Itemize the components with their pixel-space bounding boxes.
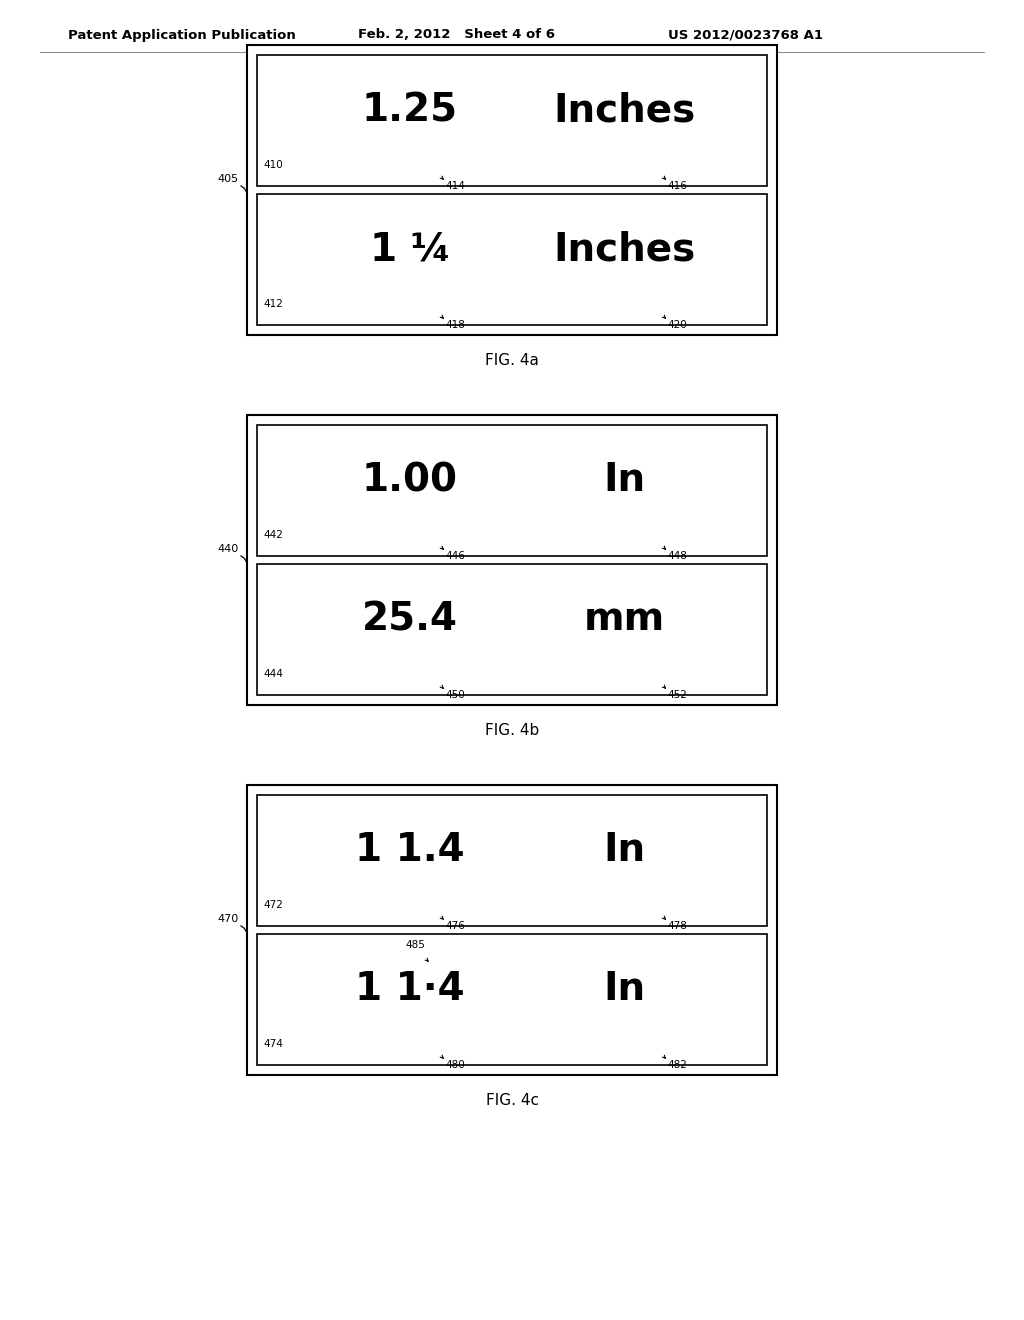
Text: Patent Application Publication: Patent Application Publication — [68, 29, 296, 41]
Bar — [247, 45, 777, 335]
Text: Inches: Inches — [553, 230, 695, 268]
Text: 440: 440 — [218, 544, 239, 554]
Text: 25.4: 25.4 — [362, 601, 458, 638]
Text: 450: 450 — [445, 690, 465, 700]
Text: 452: 452 — [668, 690, 687, 700]
Text: 416: 416 — [668, 181, 687, 191]
Text: 442: 442 — [263, 531, 283, 540]
Text: 482: 482 — [668, 1060, 687, 1071]
Text: Inches: Inches — [553, 91, 695, 129]
Text: 472: 472 — [263, 900, 283, 909]
Text: In: In — [603, 970, 645, 1008]
Text: 1.00: 1.00 — [362, 461, 458, 499]
Bar — [257, 795, 767, 927]
Text: 410: 410 — [263, 160, 283, 170]
Text: 1 ¼: 1 ¼ — [370, 230, 451, 268]
Text: In: In — [603, 461, 645, 499]
Text: 476: 476 — [445, 921, 465, 931]
Text: 480: 480 — [445, 1060, 465, 1071]
Text: 478: 478 — [668, 921, 687, 931]
Text: 1 1.4: 1 1.4 — [355, 832, 465, 869]
Bar — [247, 785, 777, 1074]
Bar — [257, 194, 767, 325]
Text: In: In — [603, 832, 645, 869]
Text: 414: 414 — [445, 181, 465, 191]
Text: 446: 446 — [445, 550, 465, 561]
Text: 420: 420 — [668, 319, 687, 330]
Bar — [257, 55, 767, 186]
Text: 444: 444 — [263, 669, 283, 678]
Text: 1.25: 1.25 — [361, 91, 458, 129]
Text: FIG. 4c: FIG. 4c — [485, 1093, 539, 1107]
Text: 412: 412 — [263, 300, 283, 309]
Bar — [247, 414, 777, 705]
Text: mm: mm — [584, 601, 665, 638]
Bar — [257, 425, 767, 556]
Text: 1 1·4: 1 1·4 — [355, 970, 465, 1008]
Bar — [257, 564, 767, 696]
Text: 448: 448 — [668, 550, 687, 561]
Text: 470: 470 — [218, 913, 239, 924]
Text: FIG. 4a: FIG. 4a — [485, 352, 539, 368]
Text: Feb. 2, 2012   Sheet 4 of 6: Feb. 2, 2012 Sheet 4 of 6 — [358, 29, 555, 41]
Text: 418: 418 — [445, 319, 465, 330]
Text: 405: 405 — [218, 174, 239, 183]
Text: US 2012/0023768 A1: US 2012/0023768 A1 — [668, 29, 823, 41]
Bar — [257, 935, 767, 1065]
Text: FIG. 4b: FIG. 4b — [485, 723, 539, 738]
Text: 485: 485 — [406, 940, 425, 950]
Text: 474: 474 — [263, 1039, 283, 1049]
